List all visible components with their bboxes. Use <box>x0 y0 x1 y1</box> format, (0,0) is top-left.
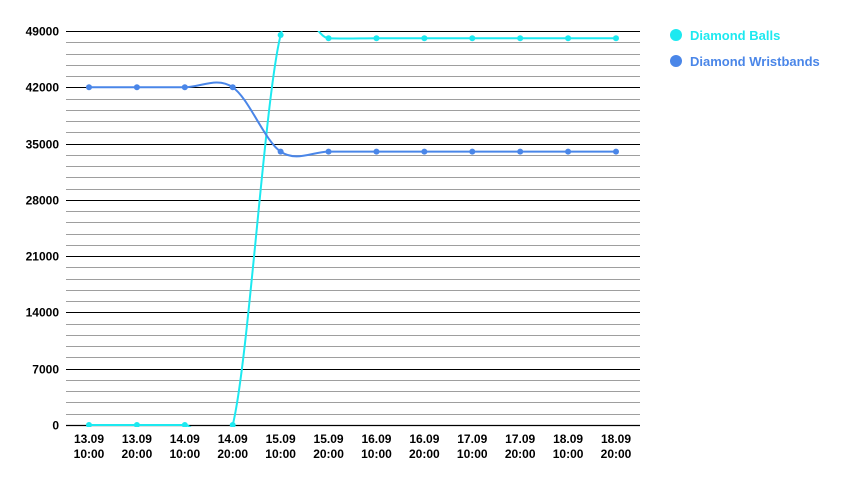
gridlines <box>66 31 640 426</box>
data-point-diamond-wristbands <box>325 148 332 155</box>
series-line-diamond-balls <box>88 31 616 427</box>
data-point-diamond-wristbands <box>86 84 92 91</box>
data-point-diamond-balls <box>325 35 332 42</box>
series-line-diamond-wristbands <box>89 81 616 158</box>
x-tick-label: 15.09 20:00 <box>313 432 344 461</box>
x-tick-label: 15.09 10:00 <box>265 432 296 461</box>
data-point-diamond-balls <box>181 422 188 427</box>
y-tick-label: 14000 <box>26 306 60 320</box>
x-tick-labels: 13.09 10:00 13.09 20:00 14.09 10:00 14.09 20:00… <box>74 432 632 461</box>
data-point-diamond-balls <box>229 422 236 427</box>
x-tick-label: 14.09 20:00 <box>217 432 248 461</box>
data-point-diamond-wristbands <box>421 148 428 155</box>
y-tick-label: 49000 <box>26 25 60 39</box>
x-tick-label: 16.09 10:00 <box>361 432 392 461</box>
series <box>86 31 619 427</box>
y-tick-label: 0 <box>52 419 59 433</box>
data-point-diamond-wristbands <box>181 84 188 91</box>
legend-label: Diamond Wristbands <box>690 53 820 69</box>
data-point-diamond-balls <box>421 35 428 42</box>
legend: Diamond Balls Diamond Wristbands <box>670 22 820 74</box>
x-tick-label: 13.09 20:00 <box>122 432 153 461</box>
data-point-diamond-balls <box>469 35 476 42</box>
data-point-diamond-balls <box>86 422 92 427</box>
series-diamond-wristbands <box>86 81 619 158</box>
legend-marker <box>670 29 682 41</box>
y-tick-label: 21000 <box>26 250 60 264</box>
x-tick-label: 17.09 20:00 <box>505 432 536 461</box>
y-tick-label: 28000 <box>26 194 60 208</box>
x-tick-label: 14.09 10:00 <box>169 432 200 461</box>
legend-marker <box>670 55 682 67</box>
series-diamond-balls <box>86 31 619 427</box>
data-point-diamond-wristbands <box>277 148 284 155</box>
x-tick-label: 18.09 10:00 <box>553 432 584 461</box>
data-point-diamond-balls <box>613 35 619 42</box>
data-point-diamond-wristbands <box>373 148 380 155</box>
data-point-diamond-wristbands <box>133 84 140 91</box>
data-point-diamond-wristbands <box>613 148 619 155</box>
x-tick-label: 18.09 20:00 <box>601 432 632 461</box>
y-tick-label: 42000 <box>26 81 60 95</box>
y-tick-labels: 0 7000 14000 21000 28000 35000 42000 49000 <box>26 25 60 433</box>
data-point-diamond-balls <box>517 35 524 42</box>
legend-item-diamond-balls[interactable]: Diamond Balls <box>670 22 820 48</box>
data-point-diamond-wristbands <box>229 84 236 91</box>
data-point-diamond-wristbands <box>517 148 524 155</box>
x-tick-label: 17.09 10:00 <box>457 432 488 461</box>
x-tick-label: 13.09 10:00 <box>74 432 105 461</box>
data-point-diamond-balls <box>373 35 380 42</box>
data-point-diamond-wristbands <box>469 148 476 155</box>
y-tick-label: 35000 <box>26 138 60 152</box>
y-tick-label: 7000 <box>32 363 59 377</box>
data-point-diamond-balls <box>133 422 140 427</box>
legend-label: Diamond Balls <box>690 27 781 43</box>
data-point-diamond-balls <box>565 35 572 42</box>
data-point-diamond-balls <box>277 32 284 39</box>
data-point-diamond-wristbands <box>565 148 572 155</box>
x-tick-label: 16.09 20:00 <box>409 432 440 461</box>
legend-item-diamond-wristbands[interactable]: Diamond Wristbands <box>670 48 820 74</box>
